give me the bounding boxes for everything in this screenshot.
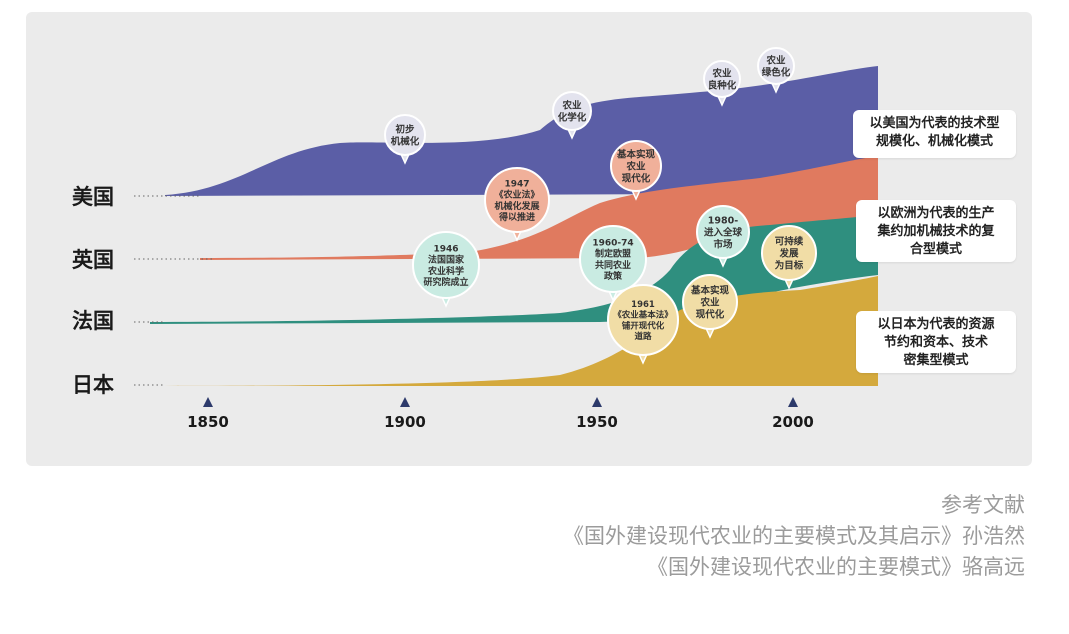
bubble-fr-1980-globalization-line-1: 1980- (708, 216, 738, 227)
bubble-usa-agri-chemicalization-line-1: 农业 (561, 99, 582, 111)
bubble-sustainable-development-line-3: 为目标 (775, 259, 804, 271)
bubble-fr-1960-74-cap-line-2: 制定欧盟 (595, 248, 631, 260)
bubble-jp-modernization-circle (682, 274, 738, 330)
references: 参考文献 《国外建设现代农业的主要模式及其启示》孙浩然 《国外建设现代农业的主要… (563, 490, 1025, 583)
bubble-usa-initial-mechanization-line-2: 机械化 (391, 135, 420, 147)
mode-box-europe-line-1: 以欧洲为代表的生产 (877, 206, 995, 221)
bubble-jp-1961-basic-law-circle (607, 284, 679, 356)
country-labels: 美国 英国 法国 日本 (72, 185, 215, 397)
japan-stream (150, 276, 878, 386)
bubble-fr-1946-institute-circle (412, 231, 480, 299)
bubble-jp-1961-basic-law-line-1: 1961 (631, 300, 655, 310)
country-label-uk: 英国 (72, 248, 114, 272)
year-axis: 1850 1900 1950 2000 (187, 397, 814, 431)
reference-item-2: 《国外建设现代农业的主要模式》骆高远 (647, 555, 1025, 579)
bubble-fr-1946-institute-line-1: 1946 (433, 244, 458, 254)
year-marker-1850-icon (203, 397, 213, 407)
year-marker-1900-icon (400, 397, 410, 407)
mode-box-japan-line-2: 节约和资本、技术 (883, 335, 988, 350)
bubble-fr-1980-globalization-circle (696, 205, 750, 259)
year-label-2000: 2000 (772, 413, 814, 431)
bubble-uk-1947-agriculture-act-circle (484, 167, 550, 233)
year-marker-1950-icon (592, 397, 602, 407)
bubble-jp-1961-basic-law-line-4: 道路 (634, 331, 652, 342)
mode-box-usa: 以美国为代表的技术型 规模化、机械化模式 (853, 110, 1016, 158)
bubble-uk-modernization-line-2: 农业 (625, 160, 646, 172)
bubble-usa-improved-seeds-line-1: 农业 (711, 67, 732, 79)
bubble-usa-agri-chemicalization-line-2: 化学化 (558, 111, 587, 123)
bubble-fr-1980-globalization-line-3: 市场 (713, 238, 733, 250)
country-label-japan: 日本 (72, 373, 114, 397)
bubble-usa-green-agriculture-line-1: 农业 (765, 54, 786, 66)
mode-box-europe-line-2: 集约加机械技术的复 (877, 224, 995, 239)
bubble-jp-modernization-line-2: 农业 (699, 296, 720, 308)
bubble-fr-1960-74-cap-line-3: 共同农业 (595, 259, 631, 271)
bubble-usa-initial-mechanization-circle (384, 114, 426, 156)
bubble-uk-modernization-line-1: 基本实现 (616, 149, 656, 161)
reference-item-1: 《国外建设现代农业的主要模式及其启示》孙浩然 (563, 524, 1025, 548)
bubble-fr-1960-74-cap-line-4: 政策 (604, 270, 623, 282)
bubble-jp-1961-basic-law-line-3: 铺开现代化 (622, 320, 665, 331)
mode-box-europe-line-3: 合型模式 (909, 242, 962, 257)
bubble-fr-1960-74-cap-line-1: 1960-74 (592, 238, 633, 248)
year-label-1900: 1900 (384, 413, 426, 431)
bubble-fr-1946-institute-line-2: 法国国家 (428, 254, 465, 266)
country-label-france: 法国 (72, 309, 114, 333)
bubble-sustainable-development-line-2: 发展 (778, 247, 799, 259)
usa-stream (165, 66, 878, 196)
mode-box-usa-line-1: 以美国为代表的技术型 (869, 116, 1000, 131)
bubble-jp-modernization-line-1: 基本实现 (690, 285, 730, 297)
year-label-1850: 1850 (187, 413, 229, 431)
bubble-sustainable-development-line-1: 可持续 (775, 236, 804, 248)
mode-box-japan-line-3: 密集型模式 (903, 353, 969, 368)
mode-box-japan: 以日本为代表的资源 节约和资本、技术 密集型模式 (856, 311, 1016, 373)
bubble-usa-agri-chemicalization-circle (552, 91, 592, 131)
bubble-usa-improved-seeds-line-2: 良种化 (708, 79, 737, 91)
bubble-fr-1946-institute-line-3: 农业科学 (427, 265, 464, 277)
year-label-1950: 1950 (576, 413, 618, 431)
bubble-fr-1960-74-cap-circle (579, 225, 647, 293)
bubble-usa-initial-mechanization-line-1: 初步 (395, 123, 415, 135)
country-label-usa: 美国 (72, 185, 114, 209)
bubble-fr-1946-institute-line-4: 研究院成立 (423, 276, 468, 288)
mode-box-japan-line-1: 以日本为代表的资源 (877, 317, 995, 332)
mode-box-europe: 以欧洲为代表的生产 集约加机械技术的复 合型模式 (856, 200, 1016, 262)
bubble-usa-improved-seeds-circle (703, 60, 741, 98)
bubble-jp-modernization-line-3: 现代化 (696, 308, 725, 320)
bubble-uk-1947-agriculture-act-line-3: 机械化发展 (494, 200, 539, 212)
bubble-uk-modernization-circle (610, 140, 662, 192)
bubble-jp-1961-basic-law-line-2: 《农业基本法》 (613, 310, 673, 321)
bubble-sustainable-development-circle (761, 225, 817, 281)
bubble-uk-1947-agriculture-act-line-2: 《农业法》 (494, 189, 539, 201)
bubble-uk-1947-agriculture-act-line-4: 得以推进 (498, 211, 535, 223)
references-title: 参考文献 (941, 493, 1025, 517)
bubble-fr-1980-globalization-line-2: 进入全球 (704, 226, 743, 238)
bubble-uk-modernization-line-3: 现代化 (622, 172, 651, 184)
year-marker-2000-icon (788, 397, 798, 407)
bubble-uk-1947-agriculture-act-line-1: 1947 (504, 179, 529, 189)
bubble-usa-green-agriculture-circle (757, 47, 795, 85)
mode-box-usa-line-2: 规模化、机械化模式 (875, 134, 993, 149)
bubble-usa-green-agriculture-line-2: 绿色化 (762, 66, 791, 78)
